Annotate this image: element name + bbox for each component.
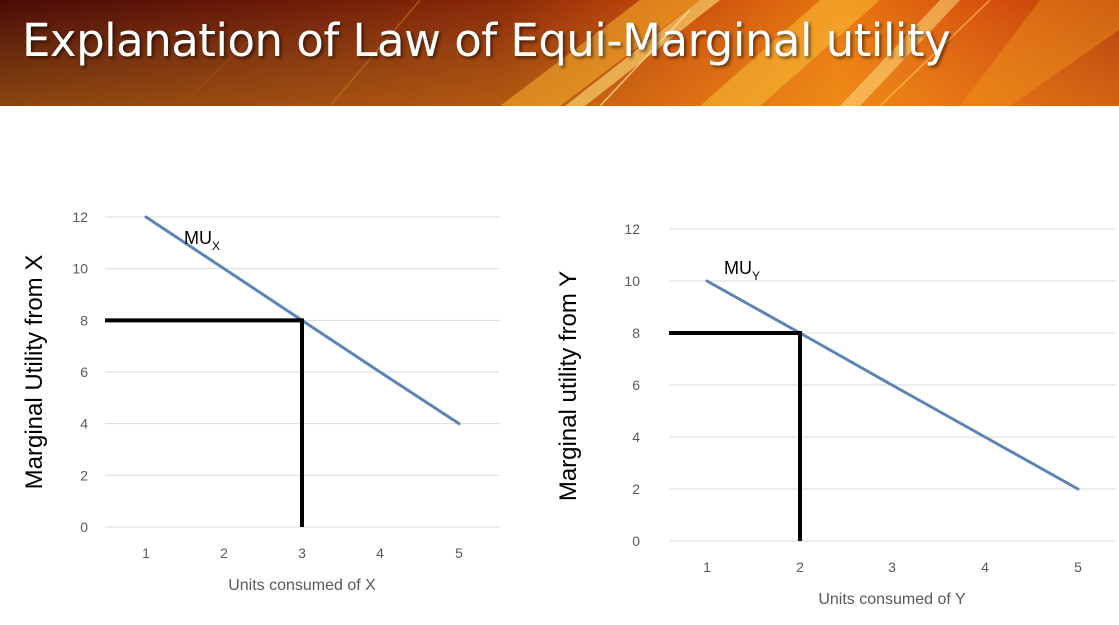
y-tick-label: 6 [80, 364, 88, 380]
x-tick-label: 5 [1074, 559, 1082, 575]
y-tick-label: 2 [632, 481, 640, 497]
y-tick-label: 10 [624, 273, 640, 289]
y-tick-label: 12 [72, 209, 88, 225]
x-tick-label: 1 [142, 545, 150, 561]
x-tick-label: 3 [888, 559, 896, 575]
x-tick-label: 5 [455, 545, 463, 561]
y-tick-label: 0 [80, 519, 88, 535]
y-axis-title: Marginal Utility from X [21, 255, 48, 490]
x-tick-label: 3 [298, 545, 306, 561]
y-tick-label: 2 [80, 467, 88, 483]
y-tick-label: 4 [80, 416, 88, 432]
series-label: MUX [184, 228, 220, 253]
y-tick-label: 0 [632, 533, 640, 549]
x-axis-title: Units consumed of X [228, 577, 376, 594]
slide-title: Explanation of Law of Equi-Marginal util… [22, 14, 951, 67]
x-tick-label: 4 [376, 545, 384, 561]
x-tick-label: 4 [981, 559, 989, 575]
x-tick-label: 2 [796, 559, 804, 575]
x-tick-label: 1 [703, 559, 711, 575]
y-tick-label: 8 [80, 312, 88, 328]
series-line [144, 215, 461, 426]
series-line [705, 279, 1080, 491]
y-tick-label: 6 [632, 377, 640, 393]
y-tick-label: 10 [72, 261, 88, 277]
series-label: MUY [724, 258, 760, 283]
y-tick-label: 12 [624, 221, 640, 237]
y-tick-label: 4 [632, 429, 640, 445]
title-banner: Explanation of Law of Equi-Marginal util… [0, 0, 1119, 106]
x-tick-label: 2 [220, 545, 228, 561]
y-tick-label: 8 [632, 325, 640, 341]
banner-background [0, 0, 1119, 106]
y-axis-title: Marginal utility from Y [555, 271, 582, 501]
x-axis-title: Units consumed of Y [818, 591, 966, 608]
